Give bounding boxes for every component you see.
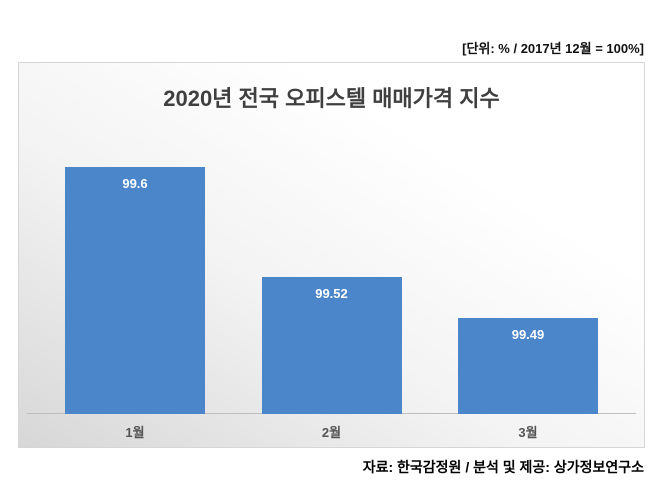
x-tick-label: 3월 bbox=[518, 424, 538, 440]
chart-container: 2020년 전국 오피스텔 매매가격 지수 99.6 99.52 99.49 bbox=[18, 62, 645, 448]
bar-group-january: 99.6 bbox=[65, 140, 205, 414]
bar-group-march: 99.49 bbox=[458, 140, 598, 414]
unit-label: [단위: % / 2017년 12월 = 100%] bbox=[462, 41, 644, 56]
bar-value-label: 99.49 bbox=[511, 327, 545, 343]
chart-title: 2020년 전국 오피스텔 매매가격 지수 bbox=[163, 86, 500, 111]
bar-march: 99.49 bbox=[458, 318, 598, 414]
bar-value-label: 99.52 bbox=[315, 286, 348, 301]
plot-area: 99.6 99.52 99.49 1월 2월 3월 bbox=[19, 129, 644, 447]
bar-february: 99.52 bbox=[261, 277, 402, 414]
x-tick-label: 2월 bbox=[321, 424, 342, 440]
x-axis-labels: 1월 2월 3월 bbox=[20, 415, 643, 447]
source-credit: 자료: 한국감정원 / 분석 및 제공: 상가정보연구소 bbox=[362, 459, 644, 475]
bar-series: 99.6 99.52 99.49 bbox=[20, 140, 643, 414]
x-tick-label: 1월 bbox=[125, 424, 145, 440]
bar-group-february: 99.52 bbox=[261, 140, 402, 414]
bar-january: 99.6 bbox=[65, 167, 205, 414]
bar-value-label: 99.6 bbox=[122, 176, 148, 192]
